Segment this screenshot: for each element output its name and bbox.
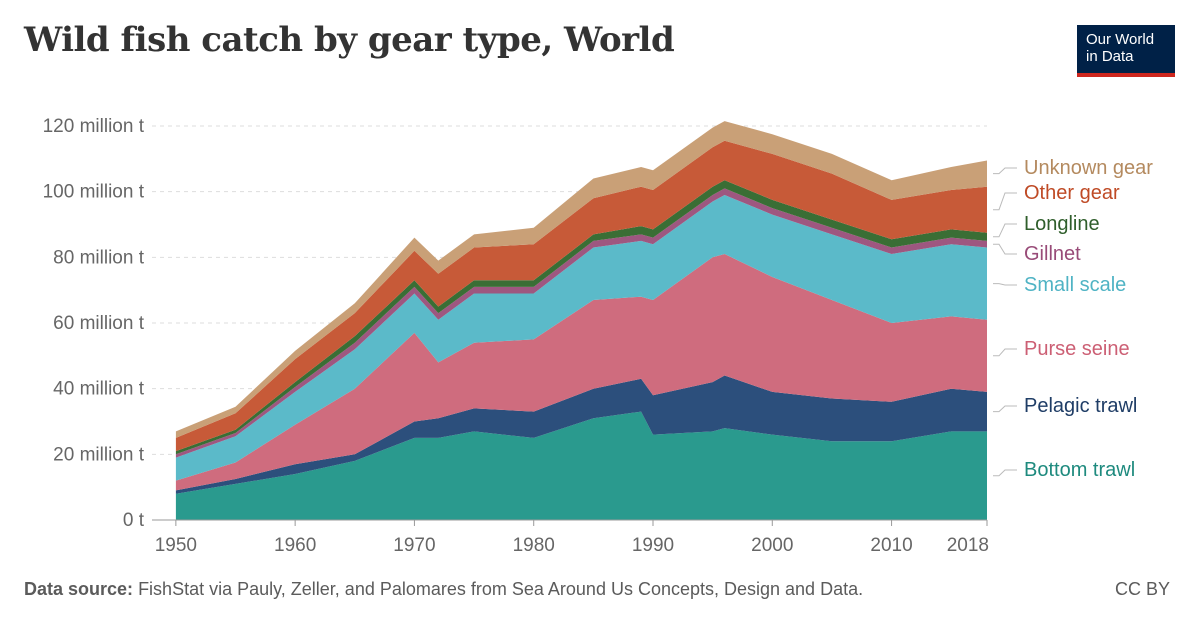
legend-label-gillnet[interactable]: Gillnet [1024,243,1081,265]
x-tick-label: 1990 [632,535,674,556]
legend-connector [993,167,1017,175]
logo-line-2: in Data [1086,48,1134,65]
legend-connector [993,469,1017,477]
y-tick-label: 40 million t [53,379,145,400]
y-tick-label: 80 million t [53,247,145,268]
series-areas [175,121,987,520]
legend-label-small-scale[interactable]: Small scale [1024,274,1126,296]
x-tick-label: 1960 [274,535,316,556]
owid-logo[interactable]: Our World in Data [1077,25,1175,77]
y-tick-label: 120 million t [43,116,145,137]
data-source-text[interactable]: FishStat via Pauly, Zeller, and Palomare… [138,579,864,599]
y-tick-label: 100 million t [43,182,145,203]
x-tick-label: 1970 [393,535,435,556]
y-tick-label: 60 million t [53,313,145,334]
area-bottom-trawl[interactable] [175,411,987,520]
legend-label-other-gear[interactable]: Other gear [1024,182,1120,204]
legend-label-longline[interactable]: Longline [1024,213,1100,235]
legend-label-unknown-gear[interactable]: Unknown gear [1024,157,1153,179]
area-pelagic-trawl[interactable] [175,375,987,494]
data-source: Data source: FishStat via Pauly, Zeller,… [24,579,863,600]
legend-connector [993,192,1017,211]
chart-title: Wild fish catch by gear type, World [24,20,675,60]
x-tick-label: 1980 [513,535,555,556]
legend-label-pelagic-trawl[interactable]: Pelagic trawl [1024,395,1137,417]
legend-connector [993,283,1017,286]
license[interactable]: CC BY [1114,579,1170,599]
axes: 0 t 20 million t 40 million t 60 million t 8… [43,116,989,556]
x-tick-label: 2010 [870,535,912,556]
legend-connector [993,243,1017,255]
legend: Bottom trawl Pelagic trawl Purse seine Smal… [993,157,1153,481]
data-source-label: Data source: [24,579,134,599]
area-small-scale[interactable] [175,195,987,481]
y-tick-label: 0 t [123,510,145,531]
legend-connector [993,348,1017,357]
y-tick-label: 20 million t [53,444,145,465]
legend-connector [993,223,1017,238]
x-tick-label: 2018 [947,535,989,556]
legend-connector [993,405,1017,413]
area-purse-seine[interactable] [175,254,987,491]
legend-label-purse-seine[interactable]: Purse seine [1024,338,1130,360]
x-tick-label: 1950 [155,535,197,556]
logo-line-1: Our World [1086,31,1155,48]
legend-label-bottom-trawl[interactable]: Bottom trawl [1024,459,1135,481]
x-tick-label: 2000 [751,535,793,556]
